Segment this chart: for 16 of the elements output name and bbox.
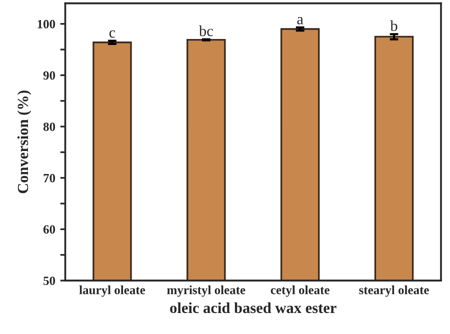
y-tick-label: 60 xyxy=(43,225,56,234)
y-axis-title: Conversion (%) xyxy=(17,90,32,194)
annotation: a xyxy=(297,17,304,24)
y-tick-label: 70 xyxy=(44,174,56,182)
y-tick-label: 80 xyxy=(43,122,56,132)
x-tick-label: cetyl oleate xyxy=(270,285,330,297)
x-tick-label: lauryl oleate xyxy=(79,285,146,297)
annotation: c xyxy=(109,30,116,38)
x-axis-title: oleic acid based wax ester xyxy=(170,302,336,314)
annotation: b xyxy=(390,20,398,32)
x-tick-label: stearyl oleate xyxy=(359,285,429,297)
y-tick-label: 100 xyxy=(38,20,56,28)
x-tick-label: myristyl oleate xyxy=(167,285,246,297)
y-tick-label: 50 xyxy=(44,276,56,286)
y-tick-label: 90 xyxy=(43,71,56,80)
annotation: bc xyxy=(198,25,213,36)
